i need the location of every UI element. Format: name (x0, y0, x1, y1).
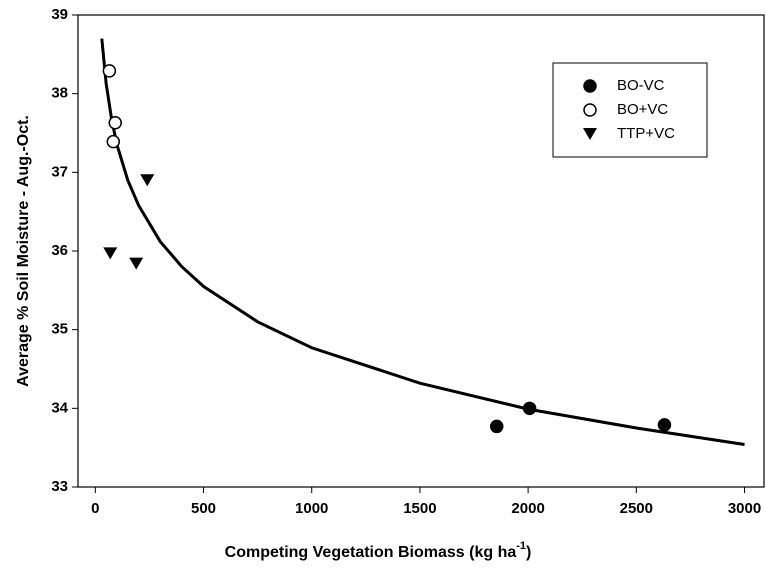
legend-marker (583, 103, 597, 117)
y-tick-label: 38 (51, 85, 68, 102)
y-tick-label: 33 (51, 478, 68, 495)
legend-label: BO+VC (617, 101, 668, 118)
legend-marker (583, 79, 597, 93)
x-tick-label: 0 (91, 500, 99, 517)
x-axis-title-end: ) (526, 544, 531, 561)
marker (129, 257, 144, 270)
legend-label: TTP+VC (617, 125, 675, 142)
legend-label: BO-VC (617, 77, 665, 94)
y-tick-label: 39 (51, 6, 68, 23)
legend-box (552, 62, 708, 158)
x-tick-label: 3000 (728, 500, 761, 517)
x-tick-label: 2000 (511, 500, 544, 517)
y-tick-label: 34 (51, 399, 68, 416)
x-axis-title-main: Competing Vegetation Biomass (kg ha (225, 544, 517, 561)
y-tick-label: 35 (51, 321, 68, 338)
marker (103, 247, 118, 260)
marker (140, 174, 155, 187)
marker (522, 401, 537, 416)
x-tick-label: 2500 (620, 500, 653, 517)
x-axis-title-sup: -1 (516, 540, 526, 552)
marker (108, 116, 122, 130)
marker (489, 419, 504, 434)
x-tick-label: 1000 (295, 500, 328, 517)
y-tick-label: 36 (51, 242, 68, 259)
y-tick-label: 37 (51, 163, 68, 180)
legend-marker (583, 128, 597, 140)
marker (106, 134, 121, 149)
marker (102, 64, 117, 78)
marker (657, 418, 672, 432)
x-axis-title: Competing Vegetation Biomass (kg ha-1) (225, 540, 532, 561)
x-tick-label: 500 (191, 500, 216, 517)
y-axis-title: Average % Soil Moisture - Aug.-Oct. (15, 115, 32, 387)
x-tick-label: 1500 (403, 500, 436, 517)
